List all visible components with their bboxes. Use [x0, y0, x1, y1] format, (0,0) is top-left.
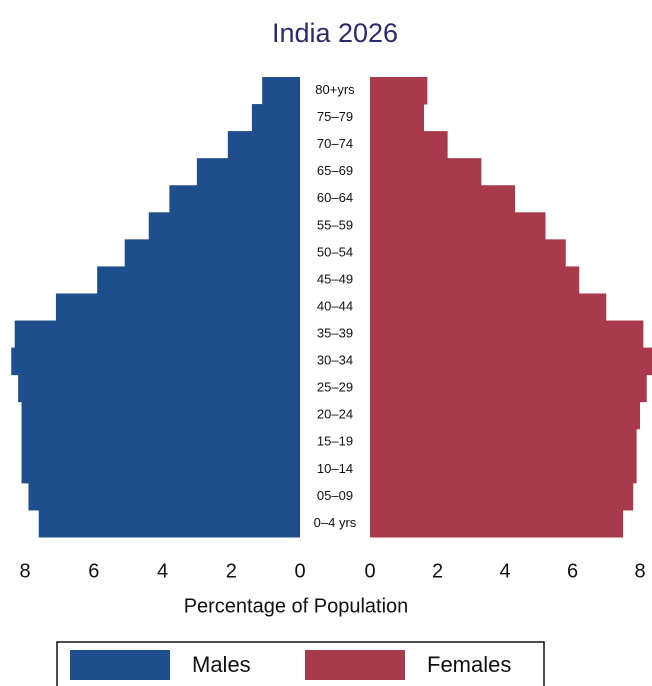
bar: [251, 104, 300, 132]
bar: [370, 212, 546, 240]
age-label: 50–54: [317, 244, 353, 259]
bar: [370, 428, 637, 457]
bar: [196, 158, 300, 186]
age-label: 20–24: [317, 407, 353, 422]
legend-label: Males: [192, 652, 251, 677]
bar: [148, 212, 300, 240]
bar: [262, 77, 300, 105]
bar: [370, 401, 640, 430]
bar: [55, 293, 300, 322]
bar: [370, 131, 448, 159]
age-label: 80+yrs: [315, 82, 355, 97]
legend-swatch: [70, 650, 170, 680]
bar: [11, 347, 300, 376]
age-label: 35–39: [317, 325, 353, 340]
bar: [370, 104, 424, 132]
bar: [18, 374, 300, 403]
bar: [370, 266, 580, 294]
age-label: 40–44: [317, 298, 353, 313]
x-tick-label: 0: [294, 560, 305, 582]
age-label: 60–64: [317, 190, 353, 205]
age-label: 25–29: [317, 380, 353, 395]
bar: [370, 374, 647, 403]
bar: [370, 185, 516, 213]
x-tick-label: 4: [499, 560, 510, 582]
bar: [38, 509, 300, 538]
legend-swatch: [305, 650, 405, 680]
x-tick-label: 4: [157, 560, 168, 582]
age-label: 75–79: [317, 109, 353, 124]
bar: [370, 293, 607, 322]
x-tick-label: 2: [432, 560, 443, 582]
age-label: 55–59: [317, 217, 353, 232]
bar: [370, 347, 652, 376]
x-tick-label: 6: [88, 560, 99, 582]
chart-title: India 2026: [272, 18, 398, 48]
age-label: 70–74: [317, 136, 353, 151]
age-label: 10–14: [317, 461, 353, 476]
bar: [21, 401, 300, 430]
age-label: 05–09: [317, 488, 353, 503]
age-label: 15–19: [317, 434, 353, 449]
x-tick-label: 8: [634, 560, 645, 582]
bar: [370, 509, 624, 538]
bar: [28, 482, 300, 511]
legend-label: Females: [427, 652, 511, 677]
legend-box: [56, 641, 545, 686]
age-label: 65–69: [317, 163, 353, 178]
x-tick-label: 0: [364, 560, 375, 582]
bar: [227, 131, 300, 159]
bar: [14, 320, 300, 349]
bar: [370, 77, 428, 105]
bar: [370, 455, 637, 484]
age-label: 30–34: [317, 353, 353, 368]
bar: [370, 320, 644, 349]
x-axis-label: Percentage of Population: [184, 595, 409, 617]
bar: [169, 185, 300, 213]
bar: [21, 428, 300, 457]
x-tick-label: 8: [19, 560, 30, 582]
age-label: 45–49: [317, 271, 353, 286]
bar: [370, 482, 634, 511]
bar: [370, 158, 482, 186]
age-label: 0–4 yrs: [314, 515, 357, 530]
bar: [370, 239, 566, 267]
x-tick-label: 6: [567, 560, 578, 582]
bar: [124, 239, 300, 267]
x-tick-label: 2: [226, 560, 237, 582]
bar: [21, 455, 300, 484]
bar: [97, 266, 300, 294]
